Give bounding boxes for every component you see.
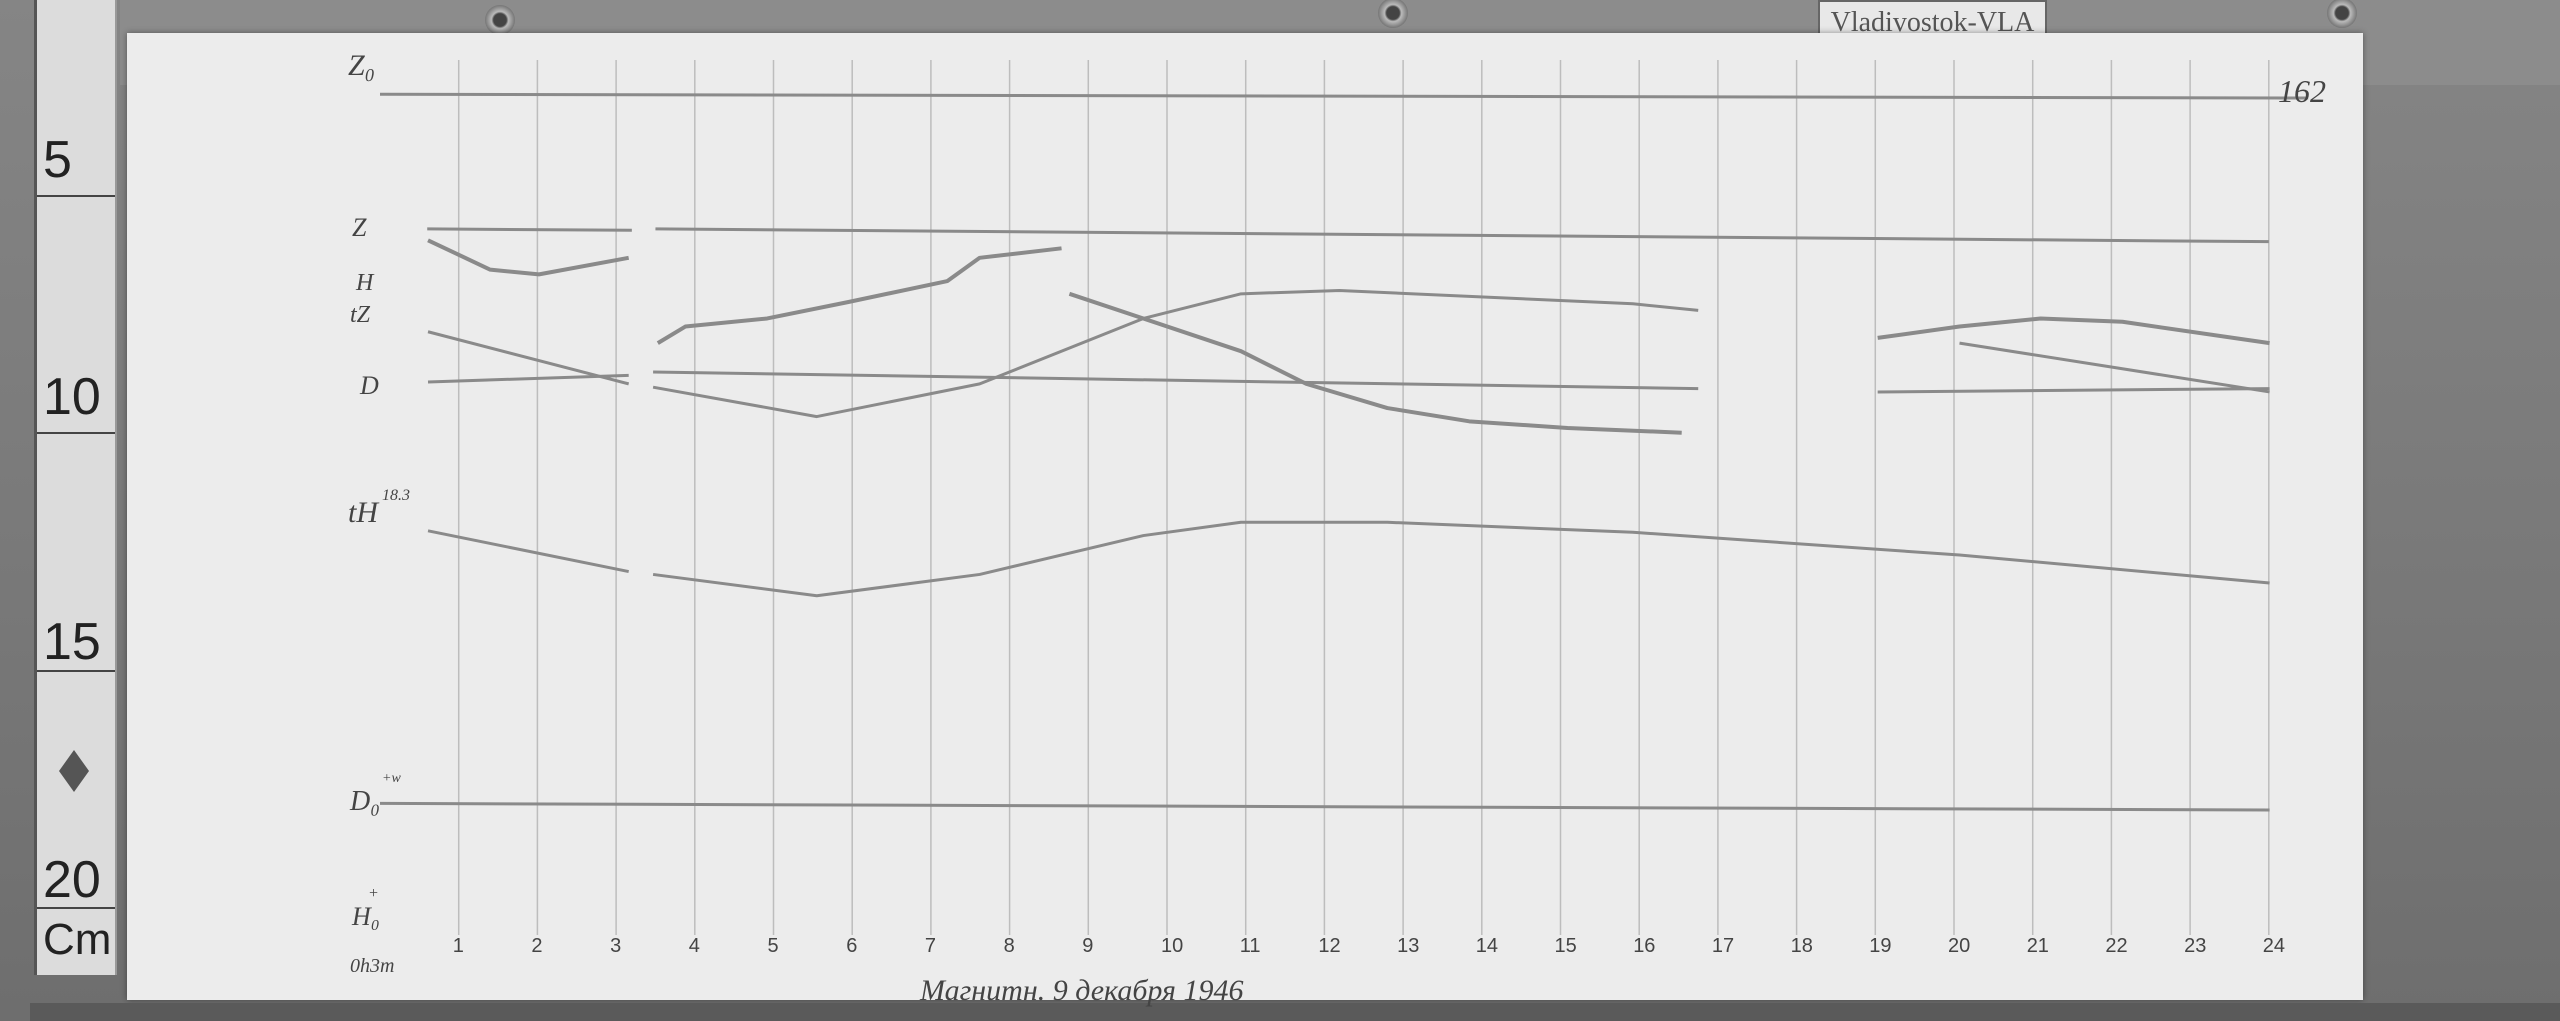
station-tag: Vladivostok-VLA <box>1818 0 2047 48</box>
trace-th <box>652 520 2270 598</box>
ruler-mark: 5 <box>43 131 72 189</box>
screw-icon <box>1378 0 1408 28</box>
ruler-unit: Cm <box>43 915 112 964</box>
hour-tick-label: 12 <box>1318 935 1340 957</box>
screw-icon <box>2327 0 2357 28</box>
trace-z0 <box>379 92 2309 100</box>
hour-tick-label: 18 <box>1791 935 1813 957</box>
hour-tick-label: 11 <box>1240 935 1261 957</box>
hour-tick-label: 1 <box>453 935 464 957</box>
hour-tick-label: 23 <box>2184 935 2206 957</box>
hour-tick-label: 5 <box>768 935 779 957</box>
hour-tick-label: 13 <box>1397 935 1419 957</box>
trace-h <box>1877 316 2270 346</box>
trace-d <box>653 370 1699 391</box>
ruler-mark: 20 <box>43 851 101 909</box>
hour-tick-label: 3 <box>610 935 621 957</box>
trace-h <box>656 246 1062 345</box>
trace-h <box>1068 291 1682 435</box>
x-start-label: 0h3m <box>350 955 394 977</box>
trace-z <box>427 227 632 232</box>
hour-tick-label: 20 <box>1948 935 1970 957</box>
trace-d <box>427 373 629 384</box>
hour-tick-label: 6 <box>846 935 857 957</box>
ruler-mark: 10 <box>43 368 101 426</box>
trace-d0 <box>379 801 2270 812</box>
hour-tick-label: 2 <box>531 935 542 957</box>
label-h0-arrow: + <box>368 885 379 902</box>
trace-z <box>655 227 2269 244</box>
label-tz: tZ <box>350 302 371 328</box>
label-z: Z <box>352 213 367 242</box>
hour-tick-label: 15 <box>1555 935 1577 957</box>
ruler: 5 10 15 20 Cm <box>34 0 117 975</box>
handwritten-date: Магнитн. 9 декабря 1946 <box>919 974 1243 1007</box>
hour-tick-label: 14 <box>1476 935 1498 957</box>
hour-tick-label: 16 <box>1633 935 1655 957</box>
hour-tick-label: 4 <box>689 935 700 957</box>
ruler-mark: 15 <box>43 613 101 671</box>
label-h0: H₀ <box>351 902 380 931</box>
hour-tick-label: 22 <box>2105 935 2127 957</box>
hour-tick-label: 9 <box>1082 935 1093 957</box>
trace-tz <box>1959 341 2270 394</box>
label-d: D <box>359 371 379 400</box>
hour-tick-label: 24 <box>2263 935 2285 957</box>
hour-tick-label: 7 <box>925 935 936 957</box>
label-d0: D₀ <box>349 786 380 817</box>
label-h: H <box>355 270 375 296</box>
hour-tick-label: 10 <box>1161 935 1183 957</box>
label-th: tH <box>348 496 380 529</box>
trace-h <box>427 238 630 277</box>
trace-d <box>1877 387 2270 394</box>
hour-tick-label: 21 <box>2027 935 2049 957</box>
label-d0-arrow: +w <box>382 771 401 786</box>
hour-tick-label: 19 <box>1869 935 1891 957</box>
screw-icon <box>485 5 515 35</box>
sheet-number: 162 <box>2278 73 2326 109</box>
trace-tz <box>652 289 1699 419</box>
label-z0: Z₀ <box>348 49 375 82</box>
hour-tick-label: 17 <box>1712 935 1734 957</box>
frame-bar <box>30 1003 2560 1021</box>
label-th-value: 18.3 <box>382 487 410 504</box>
trace-th <box>427 529 629 574</box>
hour-tick-label: 8 <box>1004 935 1015 957</box>
